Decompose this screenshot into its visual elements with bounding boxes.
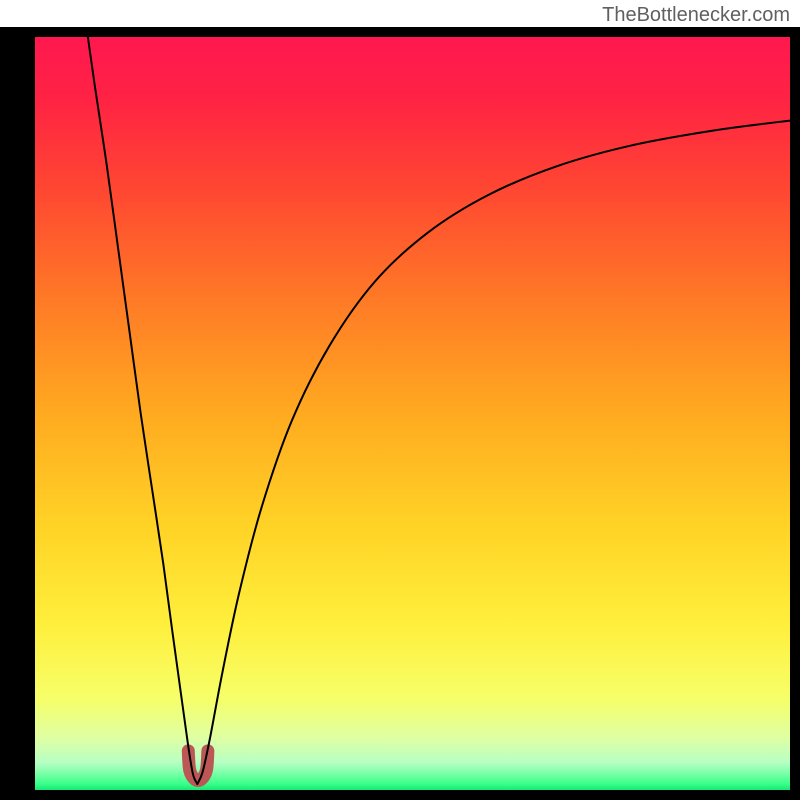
plot-background-gradient <box>35 37 790 790</box>
frame-top <box>0 27 800 37</box>
frame-left <box>0 27 35 800</box>
watermark-text: TheBottlenecker.com <box>602 4 790 27</box>
frame-bottom <box>0 790 800 800</box>
frame-right <box>790 27 800 800</box>
bottleneck-chart-root: TheBottlenecker.com <box>0 0 800 800</box>
